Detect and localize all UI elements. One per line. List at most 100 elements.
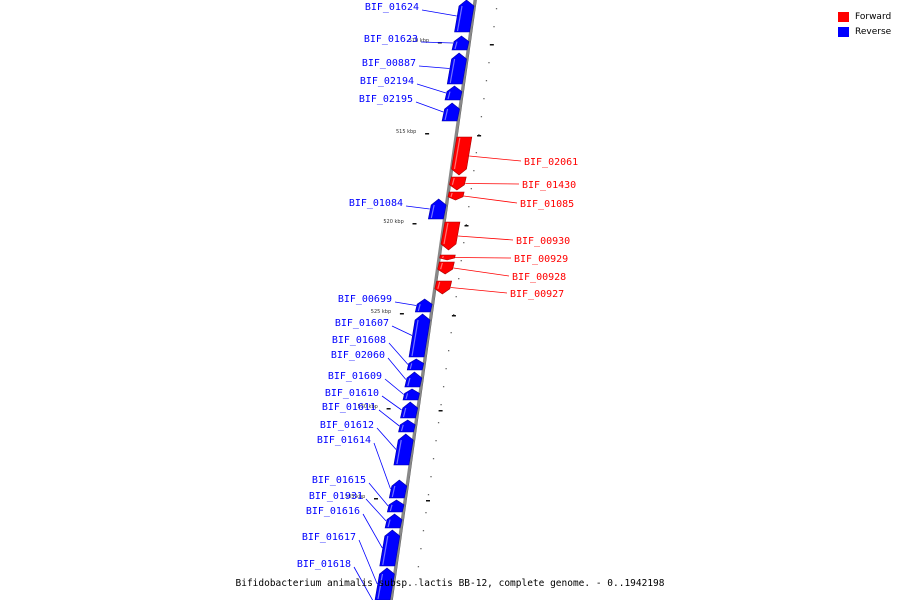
gene-label-reverse: BIF_01615 bbox=[312, 475, 366, 486]
gene-highlight bbox=[407, 377, 411, 387]
tick-dot bbox=[453, 314, 455, 316]
tick-dot bbox=[420, 548, 422, 550]
leader-line bbox=[453, 267, 510, 277]
reverse-gene bbox=[406, 358, 425, 371]
tick-dot bbox=[440, 404, 442, 406]
gene-label-forward: BIF_00930 bbox=[516, 236, 570, 247]
major-tick bbox=[477, 135, 482, 137]
gene-label-reverse: BIF_01616 bbox=[306, 506, 360, 517]
leader-line bbox=[418, 65, 450, 69]
gene-highlight bbox=[430, 204, 435, 219]
major-tick bbox=[464, 225, 469, 227]
gene-highlight bbox=[453, 137, 461, 170]
leader-line bbox=[421, 9, 457, 17]
gene-label-reverse: BIF_02060 bbox=[331, 350, 385, 361]
reverse-gene bbox=[398, 419, 416, 433]
leader-line bbox=[405, 205, 430, 210]
tick-dot bbox=[448, 350, 450, 352]
gene-highlight bbox=[396, 439, 402, 465]
legend-label-forward: Forward bbox=[855, 11, 892, 22]
gene-highlight bbox=[411, 319, 419, 357]
tick-dot bbox=[460, 260, 462, 262]
reverse-gene bbox=[427, 198, 447, 220]
leader-line bbox=[378, 409, 400, 427]
reverse-gene bbox=[441, 102, 460, 122]
tick-dot bbox=[458, 278, 460, 280]
tick-dot bbox=[463, 242, 465, 244]
gene-highlight bbox=[382, 535, 389, 566]
forward-gene bbox=[451, 136, 473, 176]
tick-dot bbox=[450, 332, 452, 334]
major-tick bbox=[451, 315, 456, 317]
leader-line bbox=[394, 301, 417, 306]
major-tick bbox=[386, 408, 391, 410]
reverse-gene bbox=[402, 388, 420, 401]
gene-highlight bbox=[405, 393, 409, 400]
tick-dot bbox=[415, 584, 417, 586]
major-tick bbox=[425, 133, 430, 135]
legend-swatch-reverse bbox=[838, 26, 849, 37]
leader-line bbox=[381, 395, 402, 411]
major-tick bbox=[489, 44, 494, 46]
tick-dot bbox=[422, 530, 425, 532]
gene-label-forward: BIF_01085 bbox=[520, 199, 574, 210]
gene-label-reverse: BIF_00887 bbox=[362, 58, 416, 69]
gene-label-forward: BIF_00928 bbox=[512, 272, 566, 283]
gene-label-reverse: BIF_01609 bbox=[328, 371, 382, 382]
major-tick bbox=[374, 498, 378, 500]
leader-line bbox=[415, 101, 444, 113]
kbp-label: 515 kbp bbox=[396, 129, 416, 135]
leader-line bbox=[384, 378, 405, 395]
gene-label-forward: BIF_01430 bbox=[522, 180, 576, 191]
genome-axis bbox=[389, 0, 477, 600]
major-tick bbox=[438, 410, 443, 412]
gene-label-reverse: BIF_02194 bbox=[360, 76, 414, 87]
gene-label-forward: BIF_00929 bbox=[514, 254, 568, 265]
reverse-gene bbox=[408, 313, 431, 358]
reverse-gene bbox=[400, 401, 419, 419]
kbp-label: 510 kbp bbox=[409, 38, 429, 44]
gene-label-reverse: BIF_01617 bbox=[302, 532, 356, 543]
kbp-label: 520 kbp bbox=[383, 219, 403, 225]
leader-line bbox=[391, 325, 413, 336]
tick-dot bbox=[493, 26, 495, 28]
gene-labels: BIF_01624 BIF_01623 BIF_00887 BIF_02194 BIF_… bbox=[297, 2, 578, 570]
reverse-gene bbox=[374, 567, 395, 600]
tick-dot bbox=[435, 440, 437, 442]
gene-highlight bbox=[444, 108, 449, 121]
axis-line bbox=[389, 0, 477, 600]
tick-dot bbox=[495, 8, 498, 10]
reverse-gene bbox=[379, 529, 401, 567]
tick-dot bbox=[478, 134, 480, 136]
tick-dot bbox=[465, 224, 467, 226]
legend-item-forward: Forward bbox=[838, 9, 891, 24]
leader-line bbox=[420, 41, 453, 44]
leader-line bbox=[368, 482, 389, 507]
forward-gene bbox=[439, 254, 456, 261]
gene-label-reverse: BIF_02195 bbox=[359, 94, 413, 105]
gene-label-reverse: BIF_01608 bbox=[332, 335, 386, 346]
gene-highlight bbox=[402, 407, 407, 418]
tick-dot bbox=[470, 188, 472, 190]
gene-label-reverse: BIF_01614 bbox=[317, 435, 371, 446]
label-leader-lines bbox=[353, 9, 522, 600]
forward-gene bbox=[449, 176, 467, 191]
kbp-scale: 510 kbp 515 kbp 520 kbp 525 kbp 530 kbp 535 k… bbox=[345, 38, 429, 500]
legend: Forward Reverse bbox=[838, 9, 891, 39]
forward-gene bbox=[440, 221, 461, 251]
gene-highlight bbox=[450, 192, 453, 197]
tick-dot bbox=[445, 368, 447, 370]
gene-highlight bbox=[400, 424, 404, 432]
forward-gene bbox=[447, 191, 465, 201]
leader-line bbox=[463, 195, 518, 204]
tick-dot bbox=[488, 62, 490, 64]
gene-highlight bbox=[377, 573, 384, 600]
gene-label-reverse: BIF_01084 bbox=[349, 198, 403, 209]
forward-gene bbox=[437, 261, 455, 275]
reverse-gene bbox=[414, 298, 433, 313]
gene-label-reverse: BIF_00699 bbox=[338, 294, 392, 305]
leader-line bbox=[454, 257, 512, 259]
tick-dot bbox=[425, 512, 427, 514]
leader-line bbox=[362, 513, 383, 549]
